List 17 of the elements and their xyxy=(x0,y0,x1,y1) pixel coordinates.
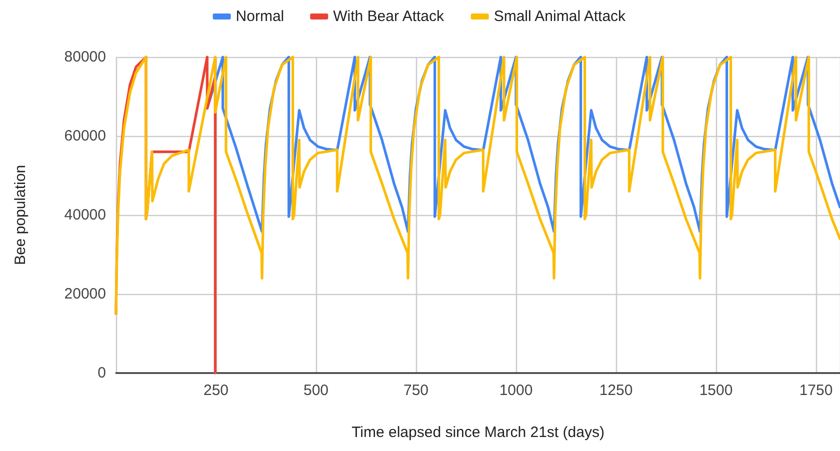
x-tick-label: 1750 xyxy=(799,382,833,399)
y-tick-label: 60000 xyxy=(64,128,106,144)
x-tick-label: 1000 xyxy=(499,382,533,399)
legend-label: Normal xyxy=(236,8,284,25)
y-axis-title: Bee population xyxy=(12,164,29,266)
y-tick-label: 40000 xyxy=(64,206,106,224)
y-tick-label: 20000 xyxy=(64,286,106,302)
x-tick-label: 500 xyxy=(303,382,329,399)
legend-label: With Bear Attack xyxy=(333,8,445,25)
x-tick-label: 750 xyxy=(403,382,429,399)
x-tick-label: 250 xyxy=(203,382,229,399)
legend-label: Small Animal Attack xyxy=(494,8,626,25)
y-tick-label: 80000 xyxy=(64,48,106,66)
y-tick-label: 0 xyxy=(98,364,106,382)
x-axis-title: Time elapsed since March 21st (days) xyxy=(352,424,604,441)
x-tick-label: 1250 xyxy=(599,382,633,399)
x-tick-label: 1500 xyxy=(699,382,733,399)
